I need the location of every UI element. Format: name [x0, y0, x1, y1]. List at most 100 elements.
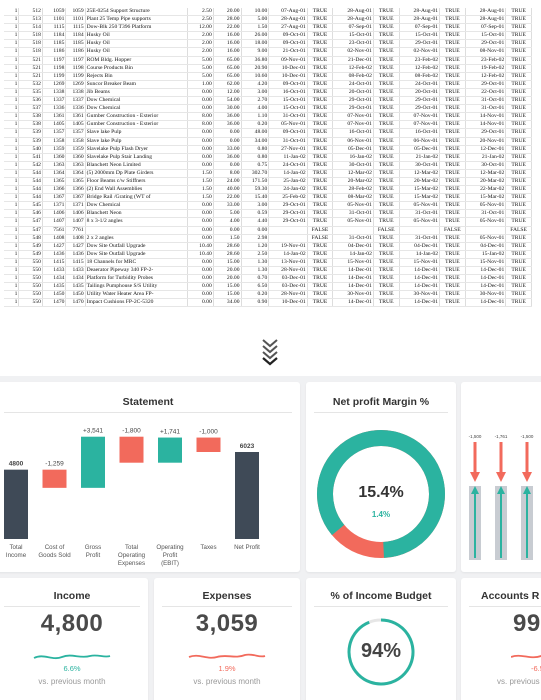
table-cell: 15-Mar-02: [399, 185, 441, 195]
table-cell: TRUE: [373, 137, 400, 146]
table-cell: TRUE: [307, 145, 334, 154]
table-cell: 1: [4, 39, 20, 49]
table-cell: TRUE: [505, 242, 532, 251]
table-cell: 18.00: [241, 39, 270, 49]
table-cell: 8 x 3-1/2 angles: [85, 217, 189, 227]
table-cell: 23-Oct-01: [332, 39, 374, 49]
table-cell: 171.50: [241, 177, 270, 187]
table-cell: TRUE: [307, 153, 334, 162]
table-row: 1 539 1357 1357 Slave lake Pulp 0.00 0.00 48.00…: [4, 128, 532, 138]
table-cell: 1185: [65, 39, 86, 49]
table-cell: 1364: [42, 169, 67, 178]
table-cell: Dow Chemical: [85, 96, 189, 106]
table-cell: 29-Oct-01: [332, 96, 374, 106]
table-cell: 538: [18, 120, 43, 130]
expenses-kpi-title: Expenses: [202, 590, 252, 602]
table-cell: TRUE: [505, 112, 532, 122]
table-cell: 0.00: [187, 161, 214, 170]
table-cell: TRUE: [505, 201, 532, 211]
table-cell: 14-Jan-02: [332, 250, 374, 259]
table-cell: 07-Sep-01: [332, 23, 374, 33]
table-cell: 15-Nov-01: [465, 258, 507, 268]
table-cell: 28-Aug-01: [332, 15, 374, 25]
table-cell: 1: [4, 128, 20, 138]
waterfall-bar: [158, 437, 182, 463]
table-cell: Slave lake Pulp: [85, 128, 189, 138]
chevron-double-down-icon: [262, 339, 278, 366]
table-cell: 1: [4, 56, 20, 65]
table-cell: TRUE: [307, 8, 334, 17]
table-cell: 1365: [42, 177, 67, 187]
table-cell: TRUE: [373, 23, 400, 33]
table-cell: TRUE: [505, 298, 532, 308]
table-cell: TRUE: [307, 72, 334, 81]
table-cell: TRUE: [373, 112, 400, 122]
table-cell: 1427: [65, 242, 86, 251]
table-cell: 14-Dec-01: [465, 274, 507, 284]
table-cell: 1359: [42, 145, 67, 154]
table-cell: 31-Oct-01: [465, 104, 507, 114]
table-row: 1 521 1197 1197 ROM Bldg. Hopper 5.00 65.00 36.…: [4, 56, 532, 65]
table-cell: TRUE: [307, 120, 334, 130]
table-cell: 22-Mar-02: [465, 185, 507, 195]
table-cell: 16.00: [213, 47, 242, 57]
table-cell: 5.00: [213, 209, 242, 219]
table-cell: TRUE: [439, 15, 466, 25]
table-row: 1 538 1361 1361 Gumber Construction - Exteri…: [4, 112, 532, 122]
table-cell: ROM Bldg. Hopper: [85, 56, 189, 65]
table-cell: 2.00: [187, 39, 214, 49]
table-cell: 1371: [42, 201, 67, 211]
table-cell: 2.98: [241, 234, 270, 243]
table-cell: 12.00: [213, 88, 242, 98]
table-cell: TRUE: [505, 153, 532, 162]
table-cell: 0.00: [187, 145, 214, 154]
table-cell: 1: [4, 15, 20, 25]
table-cell: 29-Oct-01: [399, 39, 441, 49]
table-cell: 1436: [65, 250, 86, 259]
income-kpi-title: Income: [53, 590, 91, 602]
table-cell: 31-Oct-01: [465, 96, 507, 106]
table-cell: 0.00: [213, 161, 242, 170]
table-cell: 1186: [42, 47, 67, 57]
table-cell: TRUE: [307, 177, 334, 187]
table-cell: Dow-Blk 250 T396 Platform: [85, 23, 189, 33]
table-cell: 59.30: [241, 185, 270, 195]
table-cell: TRUE: [439, 266, 466, 276]
table-cell: TRUE: [505, 8, 532, 17]
table-row: 1 550 1450 1450 Utility Water Heater Area FP…: [4, 290, 532, 300]
table-cell: 1: [4, 290, 20, 300]
table-cell: 05-Dec-01: [399, 145, 441, 154]
expenses-kpi-card: Expenses 3,059 1.9% vs. previous month: [154, 578, 300, 700]
table-cell: 09-Oct-01: [268, 128, 308, 138]
table-cell: 14-Jan-02: [268, 169, 308, 178]
table-row: 1 548 1408 1408 2 x 2 angles 0.00 1.50 2.98 FALS…: [4, 234, 532, 243]
table-cell: 20.00: [213, 8, 242, 17]
table-cell: TRUE: [439, 104, 466, 114]
table-cell: 8.00: [187, 112, 214, 122]
table-cell: 07-Nov-01: [399, 112, 441, 122]
table-cell: 1357: [42, 128, 67, 138]
table-cell: 15.00: [213, 290, 242, 300]
table-cell: 15.00: [213, 258, 242, 268]
table-cell: 15-Oct-01: [332, 31, 374, 41]
table-cell: TRUE: [373, 64, 400, 73]
table-cell: 14-Dec-01: [465, 266, 507, 276]
table-cell: 536: [18, 96, 43, 106]
table-cell: 1415: [65, 258, 86, 268]
table-cell: 1198: [42, 64, 67, 73]
table-row: 1 539 1358 1358 Slave lake Pulp 0.00 0.00 34.00…: [4, 137, 532, 146]
table-cell: 518: [18, 31, 43, 41]
table-cell: 1337: [42, 96, 67, 106]
table-cell: 1358: [65, 137, 86, 146]
table-cell: 1407: [42, 217, 67, 227]
table-cell: 3.00: [241, 201, 270, 211]
table-cell: 1434: [65, 274, 86, 284]
table-cell: TRUE: [505, 15, 532, 25]
table-cell: Blanchett Neon Limited: [85, 161, 189, 170]
table-cell: TRUE: [307, 282, 334, 292]
table-cell: TRUE: [439, 39, 466, 49]
table-row: 1 518 1186 1186 Husky Oil 2.00 16.00 9.00 21-Oct…: [4, 47, 532, 57]
net-profit-margin-gauge: [317, 430, 445, 558]
divider: [4, 412, 292, 413]
table-cell: 1435: [42, 282, 67, 292]
